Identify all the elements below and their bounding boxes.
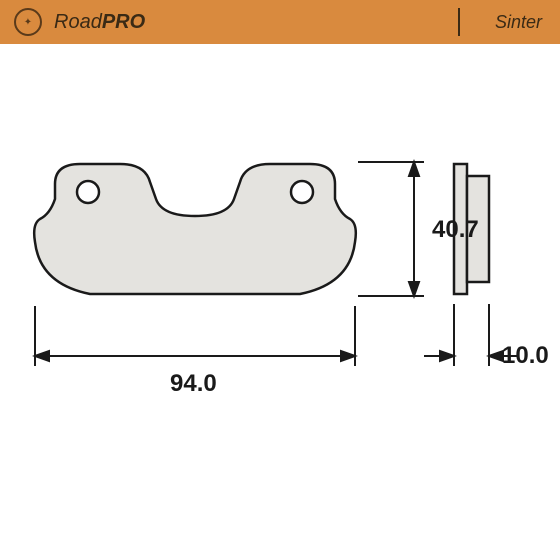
brake-pad-front-view xyxy=(34,164,356,294)
technical-drawing xyxy=(0,44,560,560)
product-type-label: Sinter xyxy=(495,12,542,33)
thickness-value: 10.0 xyxy=(502,342,549,370)
height-dimension xyxy=(358,162,424,296)
width-value: 94.0 xyxy=(170,370,217,398)
brand-logo-icon: ✦ xyxy=(14,8,42,36)
logo-glyph: ✦ xyxy=(24,17,32,28)
header-bar: ✦ RoadPRO Sinter xyxy=(0,0,560,44)
height-value: 40.7 xyxy=(432,216,479,244)
width-dimension xyxy=(35,306,355,366)
diagram-canvas: 40.7 94.0 10.0 xyxy=(0,44,560,560)
brand-prefix: Road xyxy=(54,11,102,33)
brand-suffix: PRO xyxy=(102,11,145,33)
brand-name: RoadPRO xyxy=(54,11,145,34)
header-separator xyxy=(458,8,460,36)
